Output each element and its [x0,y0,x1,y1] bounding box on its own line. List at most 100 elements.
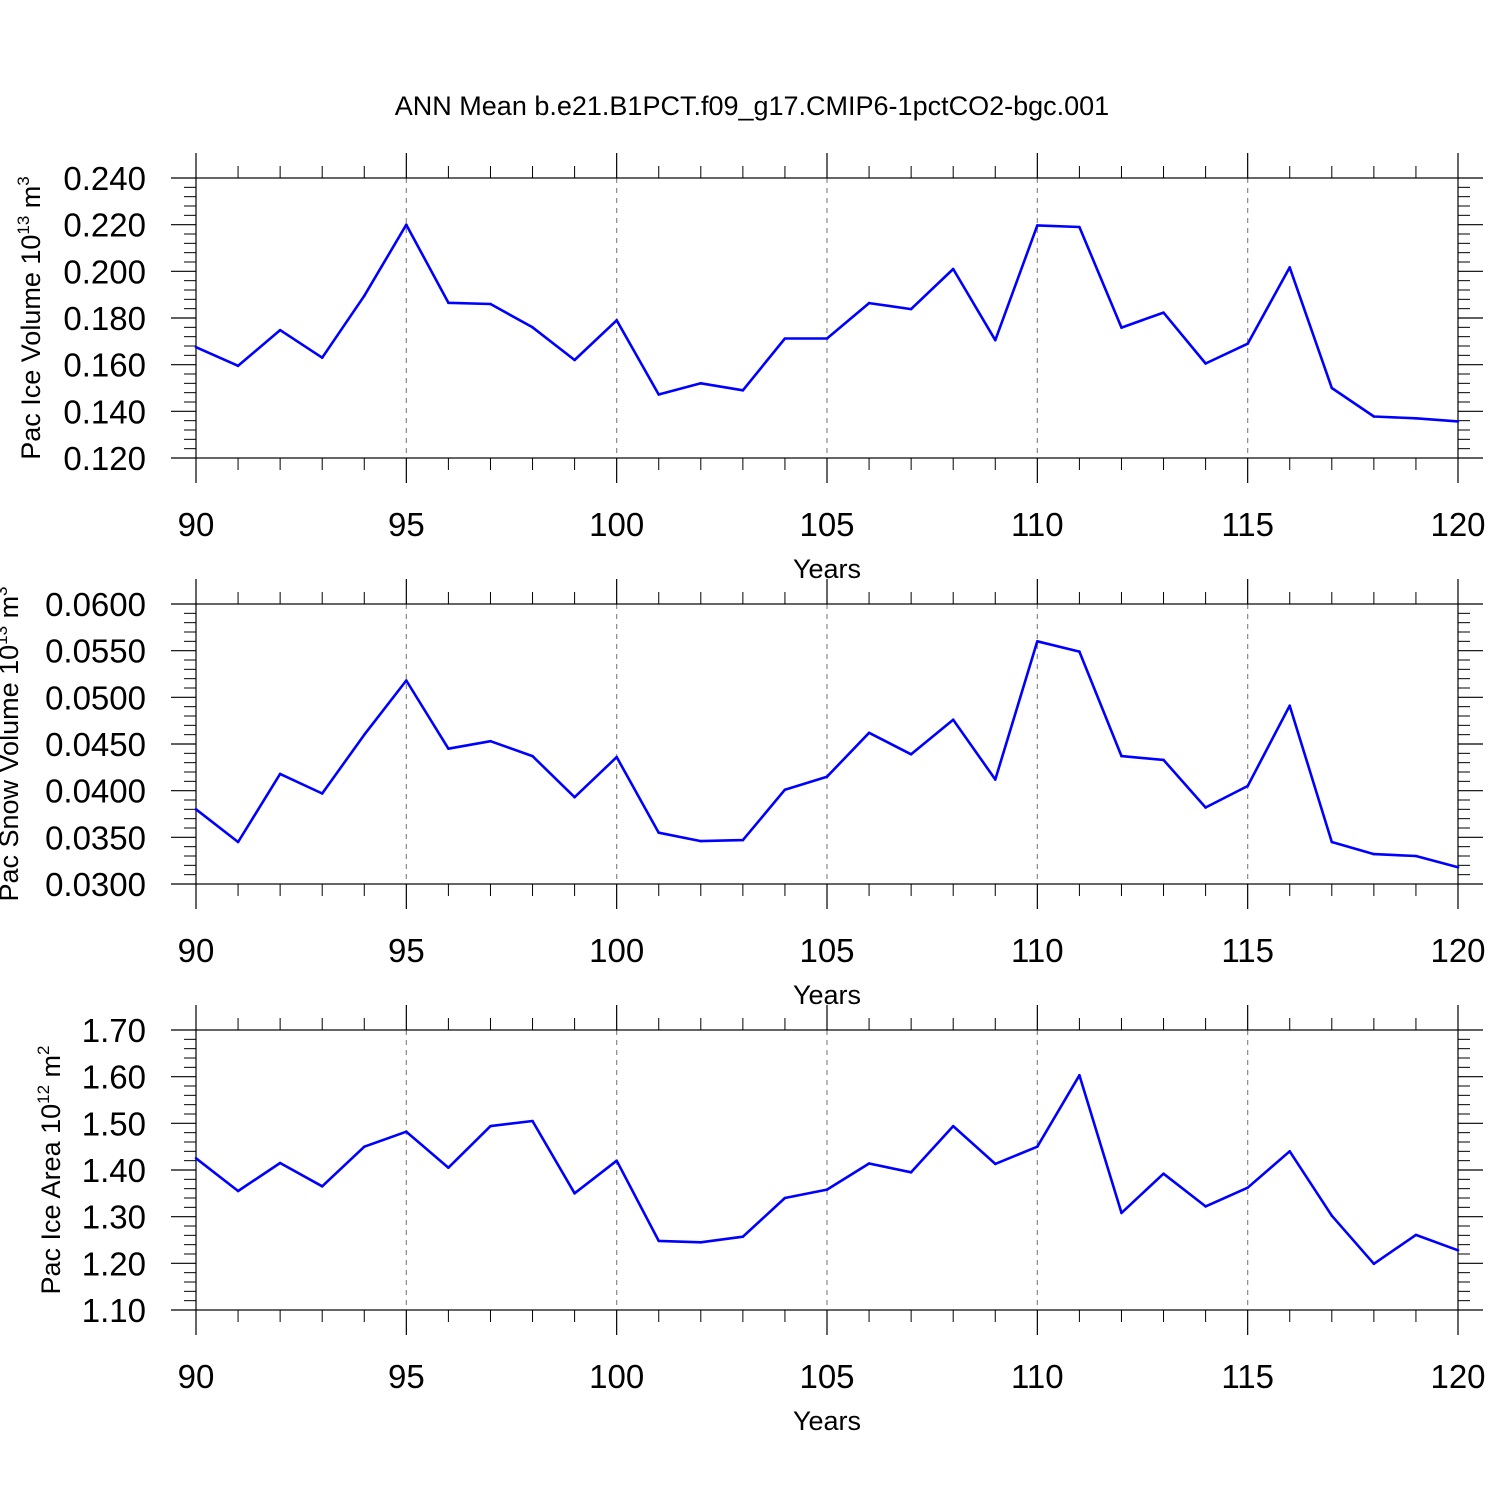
data-point [825,1188,829,1191]
data-point [531,1119,534,1123]
data-point [236,364,240,368]
data-point [573,795,576,799]
data-point [1036,640,1039,643]
y-axis-label-text: Pac Snow Volume 10 [0,645,24,902]
y-axis-label-exponent: 12 [34,1085,53,1104]
data-point [447,747,450,750]
data-point [362,294,366,298]
x-tick-label: 110 [1011,932,1064,969]
data-point [362,733,366,736]
y-tick-label: 0.0550 [45,633,146,670]
data-point [1204,806,1207,809]
data-point [278,328,282,332]
data-point [531,754,534,758]
x-tick-label: 115 [1221,1358,1274,1395]
data-point [236,840,240,844]
data-point [1078,1073,1081,1077]
data-point [362,1145,366,1148]
data-point [1330,1214,1334,1218]
data-point [1246,342,1249,345]
data-point [993,338,997,342]
data-point [615,319,618,322]
panel-2: 90 95 100 105 110 115 120 0.0300 0.0350 0.0400 0.0… [0,579,1486,1010]
y-tick-label: 0.0450 [45,726,146,763]
data-point [951,718,955,722]
x-tick-label: 105 [799,506,854,543]
y-tick-label: 0.240 [63,160,146,197]
data-point [783,788,787,792]
data-point [1330,840,1334,844]
y-tick-label: 0.0400 [45,773,146,810]
data-point [615,755,618,759]
data-point [615,1159,618,1162]
x-tick-label: 90 [178,932,215,969]
x-tick-label: 120 [1430,1358,1485,1395]
data-point [699,839,703,843]
data-point [657,1239,661,1243]
data-point [1078,650,1081,653]
y-axis-label-text: Pac Ice Volume 10 [16,235,46,460]
data-point [783,1196,787,1200]
data-point [741,389,745,392]
y-tick-label: 1.70 [82,1012,146,1049]
y-axis-label-exponent: 13 [0,626,11,645]
data-point [951,267,955,271]
plot-frame [195,603,1459,885]
data-point [320,356,324,359]
y-tick-label: 1.40 [82,1152,146,1189]
data-point [657,831,661,834]
x-tick-label: 95 [388,506,425,543]
y-axis-label-unit: m [36,1055,66,1085]
data-point [951,1124,955,1128]
data-point [825,337,829,340]
data-point [194,808,198,811]
x-tick-label: 95 [388,1358,425,1395]
y-axis-label-unit: m [0,596,24,626]
x-tick-label: 110 [1011,1358,1064,1395]
x-tick-label: 105 [799,932,854,969]
data-point [783,337,787,340]
y-axis-label: Pac Ice Volume 1013 m3 [14,176,46,460]
data-point [741,1235,745,1239]
data-point [1288,704,1292,708]
data-point [405,679,408,682]
panel-3: 90 95 100 105 110 115 120 1.10 1.20 1.30 1.40 1.50 1… [34,1005,1486,1436]
data-point [1414,1233,1418,1237]
data-point [1330,386,1334,390]
data-point [657,393,661,396]
data-point [194,345,198,349]
y-tick-label: 0.160 [63,347,146,384]
data-point [489,739,492,743]
data-point [1204,1205,1207,1208]
x-tick-label: 100 [589,932,644,969]
data-point [1414,417,1418,420]
data-point [1372,415,1376,418]
data-point [278,1161,282,1165]
data-point [489,302,492,306]
data-point [573,358,576,362]
data-point [1036,1145,1039,1148]
data-point [867,731,871,735]
data-point [699,382,703,385]
x-tick-label: 115 [1221,506,1274,543]
data-point [1372,852,1376,856]
x-tick-label: 95 [388,932,425,969]
x-tick-label: 105 [799,1358,854,1395]
data-point [825,775,829,778]
data-point [447,301,450,305]
data-point [278,772,282,776]
data-point [405,1130,408,1134]
data-point [909,1171,913,1174]
data-point [1120,1211,1123,1215]
data-point [1414,854,1418,858]
x-tick-label: 115 [1221,932,1274,969]
plot-frame [195,1029,1459,1311]
chart-title: ANN Mean b.e21.B1PCT.f09_g17.CMIP6-1pctC… [395,91,1109,121]
y-tick-label: 1.30 [82,1199,146,1236]
data-point [909,307,913,311]
data-point [1456,420,1460,423]
data-point [1246,784,1249,788]
x-tick-label: 90 [178,506,215,543]
y-axis-label-text: Pac Ice Area 10 [36,1104,66,1295]
y-tick-label: 1.60 [82,1059,146,1096]
